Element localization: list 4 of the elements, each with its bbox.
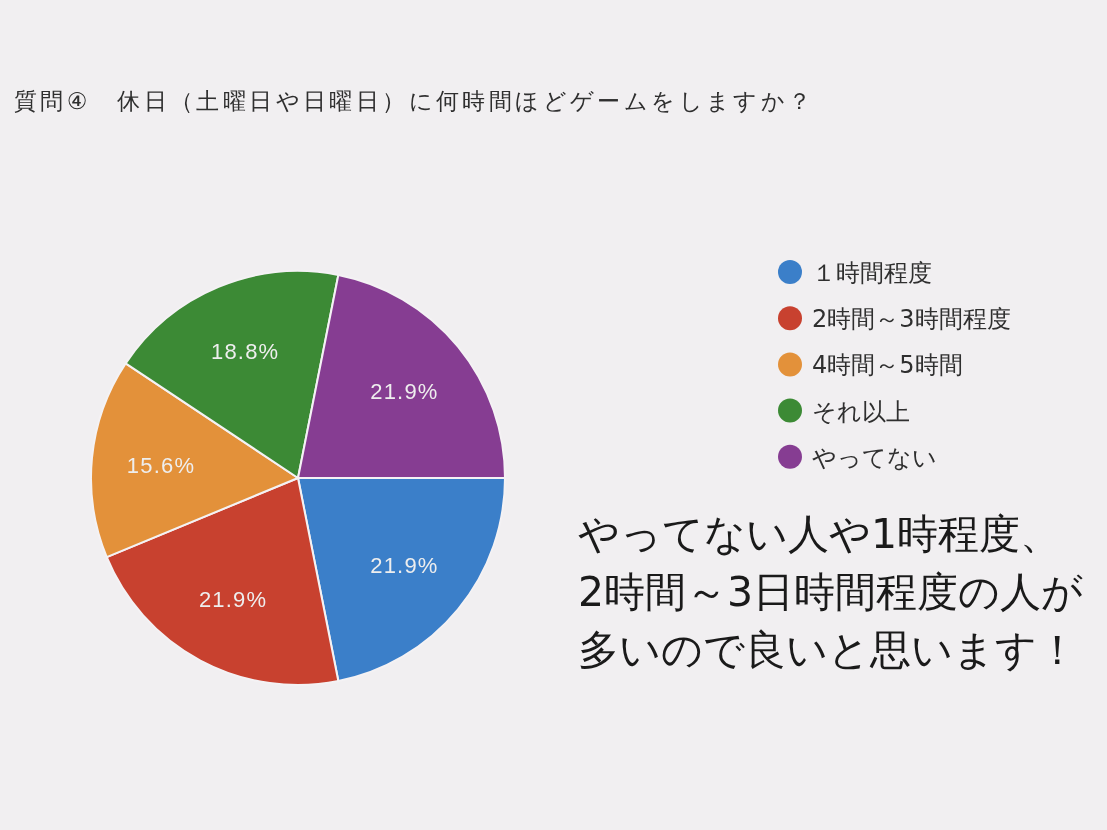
annotation: やってない人や1時程度、 [578, 510, 1062, 558]
annotation: 多いので良いと思います！ [578, 626, 1078, 674]
annotation: 2時間～3日時間程度の人が [578, 568, 1084, 616]
title: 質問④ 休日（土曜日や日曜日）に何時間ほどゲームをしますか？ [14, 88, 815, 114]
